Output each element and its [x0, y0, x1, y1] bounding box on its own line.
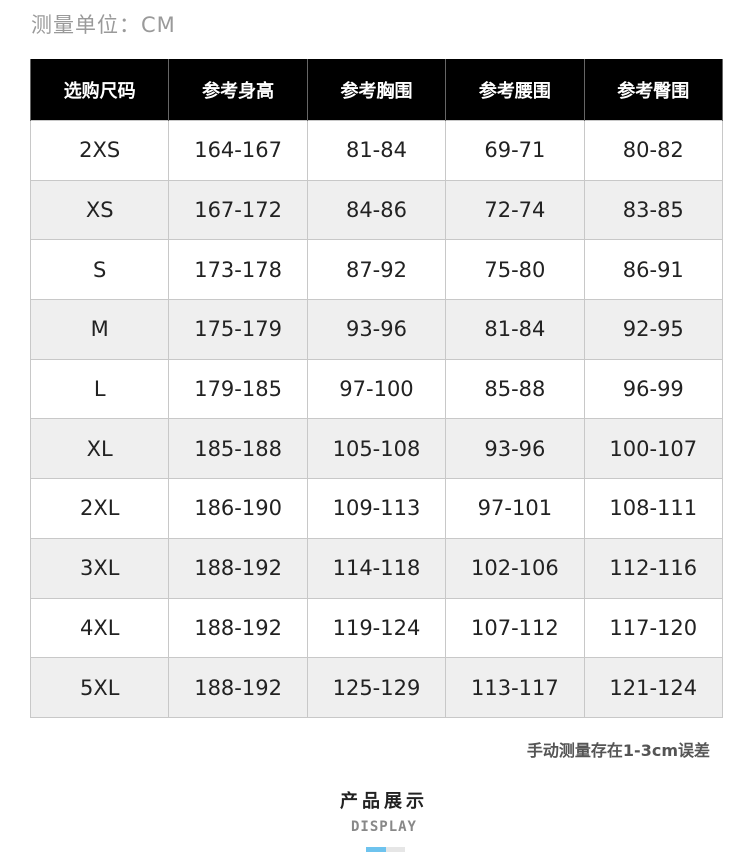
table-row: 2XL 186-190 109-113 97-101 108-111	[29, 478, 724, 539]
carousel-indicator	[366, 847, 405, 852]
table-cell: 188-192	[168, 597, 308, 659]
table-cell: 93-96	[445, 418, 585, 480]
table-cell: 164-167	[168, 120, 308, 181]
table-cell: 4XL	[29, 597, 170, 659]
table-cell: 188-192	[168, 537, 308, 599]
section-title: 产品展示	[340, 791, 428, 812]
table-cell: 188-192	[168, 657, 308, 718]
table-cell: 81-84	[306, 120, 447, 181]
table-cell: 113-117	[445, 657, 585, 718]
measurement-unit-label: 测量单位：CM	[31, 13, 176, 37]
table-cell: 93-96	[306, 299, 447, 360]
column-header: 参考臀围	[583, 59, 724, 121]
table-cell: 83-85	[583, 179, 724, 241]
table-cell: 92-95	[583, 299, 724, 360]
table-row: XL 185-188 105-108 93-96 100-107	[29, 418, 724, 480]
table-cell: 185-188	[168, 418, 308, 480]
table-cell: 80-82	[583, 120, 724, 181]
table-cell: 96-99	[583, 358, 724, 420]
table-cell: 119-124	[306, 597, 447, 659]
table-cell: XS	[29, 179, 170, 241]
table-cell: 112-116	[583, 537, 724, 599]
table-cell: 84-86	[306, 179, 447, 241]
table-cell: 97-101	[445, 478, 585, 539]
table-cell: 102-106	[445, 537, 585, 599]
table-cell: 72-74	[445, 179, 585, 241]
table-cell: 179-185	[168, 358, 308, 420]
table-cell: 175-179	[168, 299, 308, 360]
carousel-indicator-fill	[366, 847, 386, 852]
table-cell: 2XS	[29, 120, 170, 181]
table-row: 3XL 188-192 114-118 102-106 112-116	[29, 537, 724, 599]
table-cell: M	[29, 299, 170, 360]
table-cell: 121-124	[583, 657, 724, 718]
table-cell: 85-88	[445, 358, 585, 420]
table-cell: 5XL	[29, 657, 170, 718]
table-cell: 81-84	[445, 299, 585, 360]
table-cell: 107-112	[445, 597, 585, 659]
table-row: XS 167-172 84-86 72-74 83-85	[29, 179, 724, 241]
column-header: 选购尺码	[29, 59, 170, 121]
table-row: 5XL 188-192 125-129 113-117 121-124	[29, 657, 724, 718]
measurement-error-note: 手动测量存在1-3cm误差	[526, 741, 710, 760]
table-cell: 125-129	[306, 657, 447, 718]
table-cell: 2XL	[29, 478, 170, 539]
table-cell: 173-178	[168, 239, 308, 301]
table-cell: 75-80	[445, 239, 585, 301]
table-cell: 109-113	[306, 478, 447, 539]
table-cell: 100-107	[583, 418, 724, 480]
table-cell: 108-111	[583, 478, 724, 539]
column-header: 参考身高	[168, 59, 308, 121]
table-row: L 179-185 97-100 85-88 96-99	[29, 358, 724, 420]
table-row: S 173-178 87-92 75-80 86-91	[29, 239, 724, 301]
table-cell: S	[29, 239, 170, 301]
table-cell: XL	[29, 418, 170, 480]
size-chart-table: 选购尺码 参考身高 参考胸围 参考腰围 参考臀围 2XS 164-167 81-84 69-7…	[29, 59, 724, 718]
table-cell: 114-118	[306, 537, 447, 599]
table-cell: 167-172	[168, 179, 308, 241]
table-cell: 117-120	[583, 597, 724, 659]
table-cell: 97-100	[306, 358, 447, 420]
table-header-row: 选购尺码 参考身高 参考胸围 参考腰围 参考臀围	[29, 59, 724, 121]
table-cell: L	[29, 358, 170, 420]
table-cell: 3XL	[29, 537, 170, 599]
table-row: 2XS 164-167 81-84 69-71 80-82	[29, 120, 724, 181]
table-row: M 175-179 93-96 81-84 92-95	[29, 299, 724, 360]
table-cell: 186-190	[168, 478, 308, 539]
column-header: 参考腰围	[445, 59, 585, 121]
column-header: 参考胸围	[306, 59, 447, 121]
table-cell: 69-71	[445, 120, 585, 181]
table-cell: 105-108	[306, 418, 447, 480]
table-cell: 87-92	[306, 239, 447, 301]
table-row: 4XL 188-192 119-124 107-112 117-120	[29, 597, 724, 659]
table-cell: 86-91	[583, 239, 724, 301]
section-subtitle: DISPLAY	[350, 819, 417, 835]
